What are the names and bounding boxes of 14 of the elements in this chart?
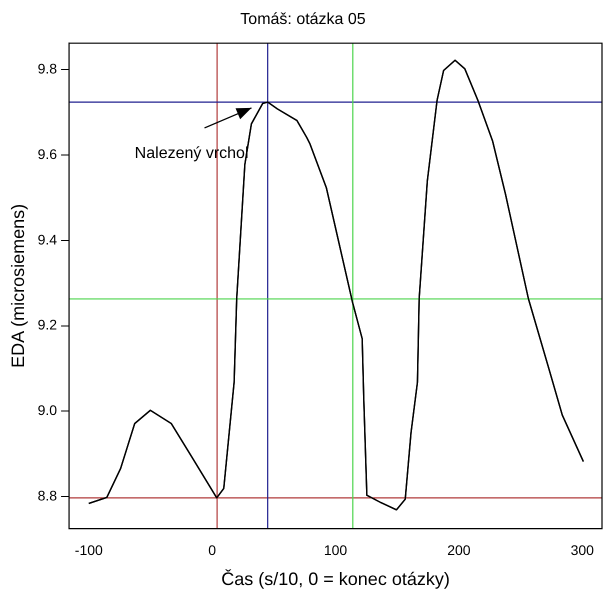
y-tick-label: 9.4 <box>38 231 58 248</box>
y-tick-label: 8.8 <box>38 487 58 504</box>
x-tick-label: 100 <box>324 542 348 558</box>
y-tick-label: 9.0 <box>38 402 58 418</box>
y-tick-label: 9.8 <box>38 60 58 77</box>
y-tick-label: 9.6 <box>38 146 58 162</box>
x-axis-title: Čas (s/10, 0 = konec otázky) <box>221 569 450 590</box>
chart-title: Tomáš: otázka 05 <box>240 11 366 28</box>
y-axis-title: EDA (microsiemens) <box>8 204 28 368</box>
x-tick-label: -100 <box>74 542 104 558</box>
x-tick-label: 0 <box>208 542 216 558</box>
x-tick-label: 200 <box>447 542 471 558</box>
y-tick-label: 9.2 <box>38 316 58 333</box>
x-tick-label: 300 <box>570 542 594 558</box>
